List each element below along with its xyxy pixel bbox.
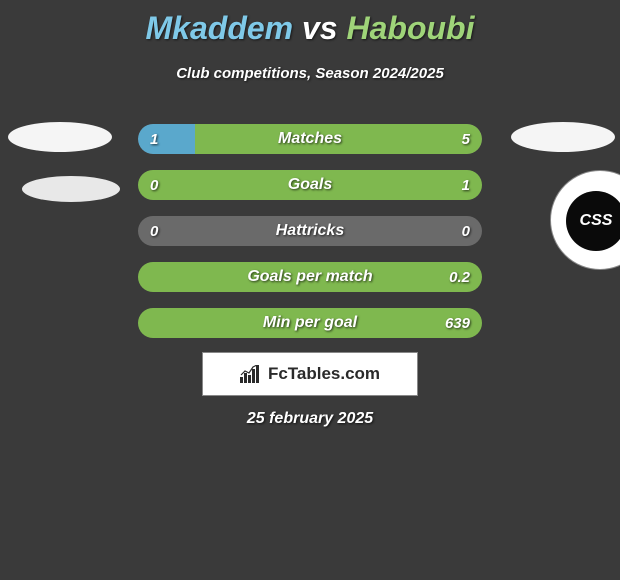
brand-text: FcTables.com [268, 364, 380, 384]
player1-avatar-placeholder [8, 122, 112, 152]
stat-label: Goals [138, 170, 482, 200]
player1-name: Mkaddem [146, 10, 294, 46]
subtitle: Club competitions, Season 2024/2025 [0, 65, 620, 82]
player1-club-placeholder [22, 176, 120, 202]
snapshot-date: 25 february 2025 [0, 410, 620, 428]
brand-box[interactable]: FcTables.com [202, 352, 418, 396]
stat-label: Min per goal [138, 308, 482, 338]
stat-bar: 639Min per goal [138, 308, 482, 338]
comparison-title: Mkaddem vs Haboubi [0, 0, 620, 47]
stat-bars-container: 15Matches 01Goals 00Hattricks 0.2Goals per … [138, 124, 482, 354]
stat-bar: 01Goals [138, 170, 482, 200]
player2-club-logo: CSS [550, 170, 620, 270]
stat-bar: 15Matches [138, 124, 482, 154]
stat-label: Matches [138, 124, 482, 154]
stat-label: Hattricks [138, 216, 482, 246]
stat-bar: 0.2Goals per match [138, 262, 482, 292]
vs-separator: vs [302, 10, 338, 46]
player2-name: Haboubi [346, 10, 474, 46]
stat-label: Goals per match [138, 262, 482, 292]
stat-bar: 00Hattricks [138, 216, 482, 246]
club-logo-text: CSS [566, 191, 620, 251]
player2-avatar-placeholder [511, 122, 615, 152]
bar-chart-icon [240, 365, 262, 383]
